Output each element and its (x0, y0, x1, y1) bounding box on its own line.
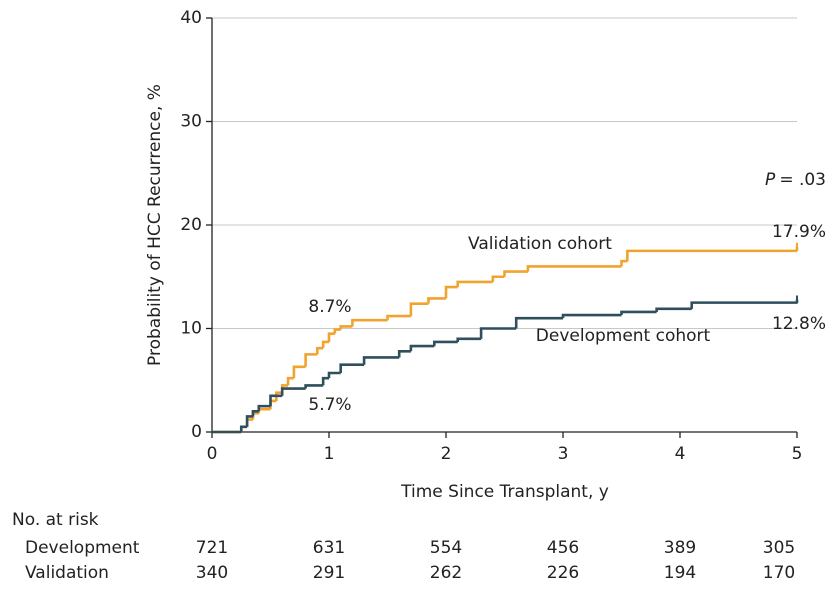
step-segment (257, 404, 271, 412)
step-segment (620, 310, 657, 316)
step-segment (327, 371, 341, 379)
risk-count: 262 (430, 563, 462, 583)
step-segment (433, 340, 458, 347)
step-segment (257, 407, 271, 414)
x-tick-label: 1 (324, 444, 335, 464)
step-segment (561, 313, 622, 319)
x-axis-label: Time Since Transplant, y (400, 482, 609, 502)
step-segment (333, 328, 341, 334)
y-tick-label: 0 (191, 422, 202, 442)
step-segment (514, 316, 563, 329)
p-value: P = .03 (765, 170, 826, 190)
x-tick-label: 2 (441, 444, 452, 464)
step-segment (503, 270, 528, 277)
risk-count: 389 (664, 538, 696, 558)
step-segment (397, 349, 411, 358)
step-segment (275, 391, 283, 401)
step-segment (316, 346, 324, 355)
step-segment (327, 332, 335, 342)
step-segment (245, 415, 253, 427)
step-segment (351, 318, 388, 327)
step-segment (362, 356, 400, 365)
x-tick-label: 3 (558, 444, 569, 464)
annotation: 17.9% (772, 222, 826, 242)
step-segment (304, 353, 318, 367)
p-text: = .03 (779, 170, 826, 190)
step-segment (251, 410, 259, 417)
annotation: 12.8% (772, 314, 826, 334)
step-segment (626, 249, 797, 262)
risk-count: 170 (763, 563, 795, 583)
series-label: Validation cohort (468, 234, 612, 254)
p-symbol: P (765, 170, 776, 190)
step-segment (321, 376, 329, 386)
risk-table-title: No. at risk (12, 510, 99, 530)
x-tick-label: 4 (675, 444, 686, 464)
step-segment (409, 302, 429, 317)
series-line (212, 299, 799, 434)
step-segment (321, 340, 329, 349)
risk-count: 721 (196, 538, 228, 558)
step-segment (409, 344, 435, 352)
risk-count: 456 (547, 538, 579, 558)
risk-row-name: Validation (25, 563, 109, 583)
step-segment (479, 327, 517, 339)
step-segment (339, 363, 365, 374)
step-segment (427, 297, 446, 304)
y-tick-label: 10 (180, 319, 202, 339)
step-segment (386, 314, 411, 321)
y-tick-label: 20 (180, 215, 202, 235)
x-tick-label: 0 (207, 444, 218, 464)
step-segment (456, 337, 482, 342)
step-segment (239, 425, 248, 432)
risk-count: 554 (430, 538, 462, 558)
step-segment (269, 394, 283, 407)
risk-count: 291 (313, 563, 345, 583)
step-segment (444, 285, 458, 299)
step-segment (339, 325, 353, 330)
y-tick-label: 40 (180, 8, 202, 28)
risk-row-name: Development (25, 538, 140, 558)
risk-count: 226 (547, 563, 579, 583)
annotation: 8.7% (308, 297, 351, 317)
risk-count: 305 (763, 538, 795, 558)
risk-count: 194 (664, 563, 696, 583)
step-segment (286, 376, 294, 386)
step-segment (620, 259, 628, 267)
step-segment (491, 275, 505, 282)
step-segment (526, 265, 622, 272)
step-segment (456, 280, 493, 288)
annotation: 5.7% (308, 395, 351, 415)
y-axis-label: Probability of HCC Recurrence, % (145, 84, 165, 366)
step-segment (655, 307, 692, 312)
series-label: Development cohort (536, 326, 711, 346)
step-segment (690, 301, 797, 309)
risk-count: 340 (196, 563, 228, 583)
step-segment (304, 384, 324, 389)
risk-count: 631 (313, 538, 345, 558)
x-tick-label: 5 (792, 444, 803, 464)
step-segment (280, 387, 306, 396)
y-tick-label: 30 (180, 112, 202, 132)
step-segment (292, 365, 306, 379)
